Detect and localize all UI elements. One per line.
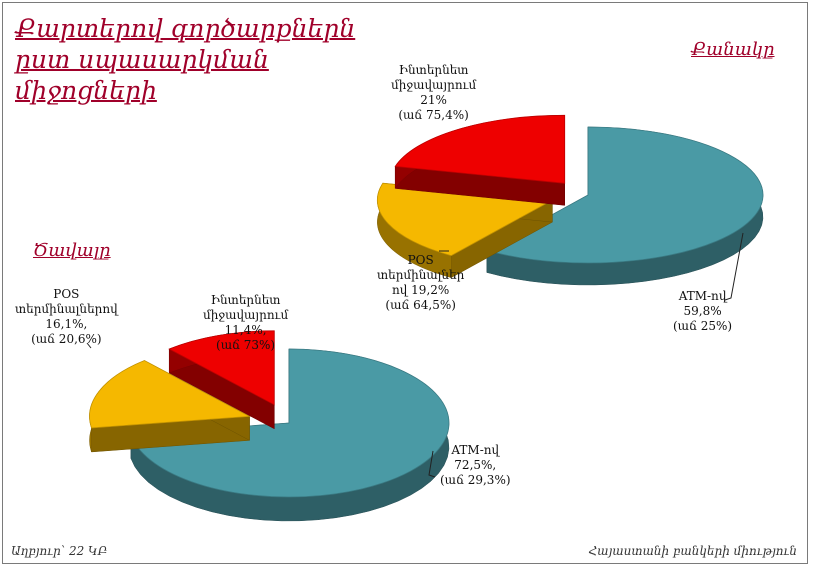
slide-title: Քարտերով գործարքներն ըստ սպասարկման միջո…	[15, 14, 356, 105]
label-count-pos: POS տերմինալներ ով 19,2% (աճ 64,5%)	[377, 253, 465, 312]
slice-count-internet	[394, 114, 566, 206]
leader-count-atm	[724, 232, 744, 301]
slice-volume-internet	[168, 330, 275, 430]
footer-source: Աղբյուր՝ 22 ԿԲ	[11, 544, 108, 558]
label-volume-atm: ATM-ով 72,5%, (աճ 29,3%)	[440, 443, 511, 487]
leader-volume-pos	[86, 342, 92, 349]
label-volume-pos: POS տերմինալներով 16,1%, (աճ 20,6%)	[15, 287, 118, 346]
label-count-internet: Ինտերնետ միջավայրում 21% (աճ 75,4%)	[391, 63, 477, 122]
slide: Քարտերով գործարքներն ըստ սպասարկման միջո…	[2, 2, 808, 564]
slice-count-pos	[376, 182, 554, 279]
pie-charts	[86, 114, 764, 522]
leader-volume-atm	[428, 450, 436, 478]
slice-volume-pos	[89, 360, 251, 453]
chart-volume-title: Ծավալը	[33, 240, 111, 261]
pie-count	[376, 114, 764, 286]
slice-count-atm	[485, 126, 764, 286]
chart-count-title: Քանակը	[691, 39, 775, 60]
label-volume-internet: Ինտերնետ միջավայրում 11,4%, (աճ 73%)	[203, 293, 289, 352]
footer-org: Հայաստանի բանկերի միություն	[588, 544, 797, 558]
label-count-atm: ATM-ով 59,8% (աճ 25%)	[673, 289, 733, 333]
pie-volume	[89, 330, 450, 522]
